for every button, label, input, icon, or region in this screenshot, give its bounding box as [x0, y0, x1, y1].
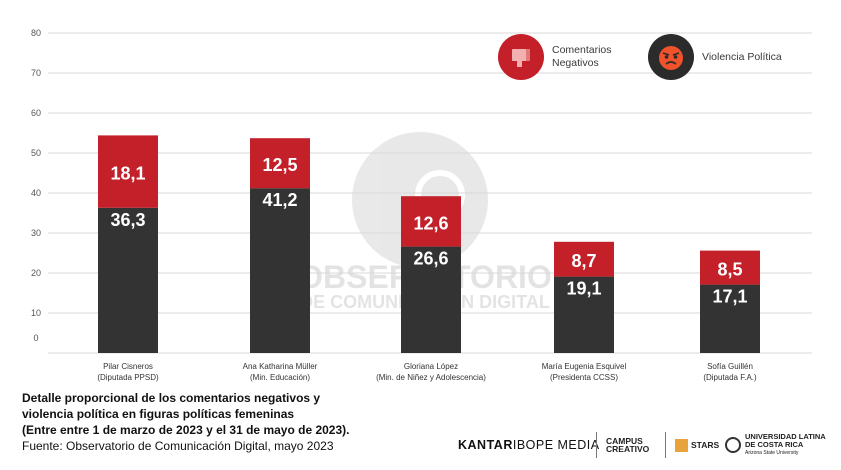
caption-line-2: violencia política en figuras políticas …	[22, 407, 295, 421]
data-label-political-violence: 12,6	[413, 213, 448, 233]
legend-label-negative-comments: Comentarios Negativos	[552, 44, 612, 69]
data-label-negative-comments: 36,3	[110, 210, 145, 230]
kantar-logo-rest: IBOPE MEDIA	[512, 438, 600, 452]
stacked-bar-chart: OBSERVATORIO DE COMUNICACIÓN DIGITAL 010…	[31, 28, 812, 382]
ulatina-logo: UNIVERSIDAD LATINA DE COSTA RICA Arizona…	[725, 430, 826, 460]
bar-political-violence	[700, 250, 760, 285]
bar-political-violence	[98, 135, 158, 208]
ulatina-line3: Arizona State University	[745, 450, 799, 456]
campus-logo-line2: CREATIVO	[606, 444, 650, 454]
thumbs-down-icon	[498, 34, 544, 80]
x-category-name: Sofía Guillén	[707, 362, 753, 371]
data-label-negative-comments: 41,2	[262, 190, 297, 210]
chart-caption: Detalle proporcional de los comentarios …	[22, 390, 442, 454]
y-tick-label: 40	[31, 188, 41, 198]
kantar-logo-bold: KANTAR	[458, 438, 513, 452]
x-category-name: Pilar Cisneros	[103, 362, 153, 371]
caption-source: Fuente: Observatorio de Comunicación Dig…	[22, 439, 334, 453]
y-tick-label: 80	[31, 28, 41, 38]
bar-negative-comments	[98, 207, 158, 353]
bar-negative-comments	[554, 276, 614, 353]
y-tick-label: 70	[31, 68, 41, 78]
globe-icon	[725, 437, 741, 453]
x-category-role: (Min. Educación)	[250, 373, 310, 382]
logo-divider	[596, 432, 597, 458]
x-category-role: (Presidenta CCSS)	[550, 373, 618, 382]
kantar-logo: KANTAR IBOPE MEDIA	[458, 430, 600, 460]
legend-item-negative-comments: Comentarios Negativos	[498, 34, 632, 80]
campus-logo-line1: CAMPUS	[606, 436, 643, 446]
legend-item-political-violence: Violencia Política	[648, 34, 782, 80]
bar-political-violence	[401, 196, 461, 247]
campus-creativo-logo: CAMPUS CREATIVO	[606, 430, 649, 460]
y-tick-label: 20	[31, 268, 41, 278]
data-label-negative-comments: 26,6	[413, 249, 448, 269]
y-tick-label: 0	[33, 333, 38, 343]
caption-line-1: Detalle proporcional de los comentarios …	[22, 391, 321, 405]
data-label-political-violence: 18,1	[110, 164, 145, 184]
bar-negative-comments	[401, 246, 461, 353]
y-tick-label: 30	[31, 228, 41, 238]
bar-political-violence	[250, 138, 310, 189]
y-tick-label: 60	[31, 108, 41, 118]
x-category-name: María Eugenia Esquivel	[542, 362, 627, 371]
bar-political-violence	[554, 241, 614, 277]
ulatina-line2: DE COSTA RICA	[745, 440, 804, 449]
bar-negative-comments	[700, 284, 760, 353]
y-tick-label: 50	[31, 148, 41, 158]
data-label-negative-comments: 19,1	[566, 279, 601, 299]
stars-badge-icon	[675, 438, 688, 452]
caption-line-3: (Entre entre 1 de marzo de 2023 y el 31 …	[22, 423, 350, 437]
y-tick-label: 10	[31, 308, 41, 318]
data-label-political-violence: 12,5	[262, 155, 297, 175]
angry-face-icon	[648, 34, 694, 80]
stars-logo-text: STARS	[691, 440, 720, 450]
data-label-negative-comments: 17,1	[712, 287, 747, 307]
x-category-role: (Diputada F.A.)	[703, 373, 757, 382]
data-label-political-violence: 8,5	[717, 260, 742, 280]
bar-negative-comments	[250, 188, 310, 353]
data-label-political-violence: 8,7	[571, 251, 596, 271]
x-category-role: (Min. de Niñez y Adolescencia)	[376, 373, 486, 382]
x-category-role: (Diputada PPSD)	[97, 373, 159, 382]
stars-logo: STARS	[675, 430, 719, 460]
legend-label-political-violence: Violencia Política	[702, 50, 782, 63]
ulatina-line1: UNIVERSIDAD LATINA	[745, 432, 826, 441]
logo-divider	[665, 432, 666, 458]
x-category-name: Ana Katharina Müller	[243, 362, 318, 371]
x-category-name: Gloriana López	[404, 362, 458, 371]
